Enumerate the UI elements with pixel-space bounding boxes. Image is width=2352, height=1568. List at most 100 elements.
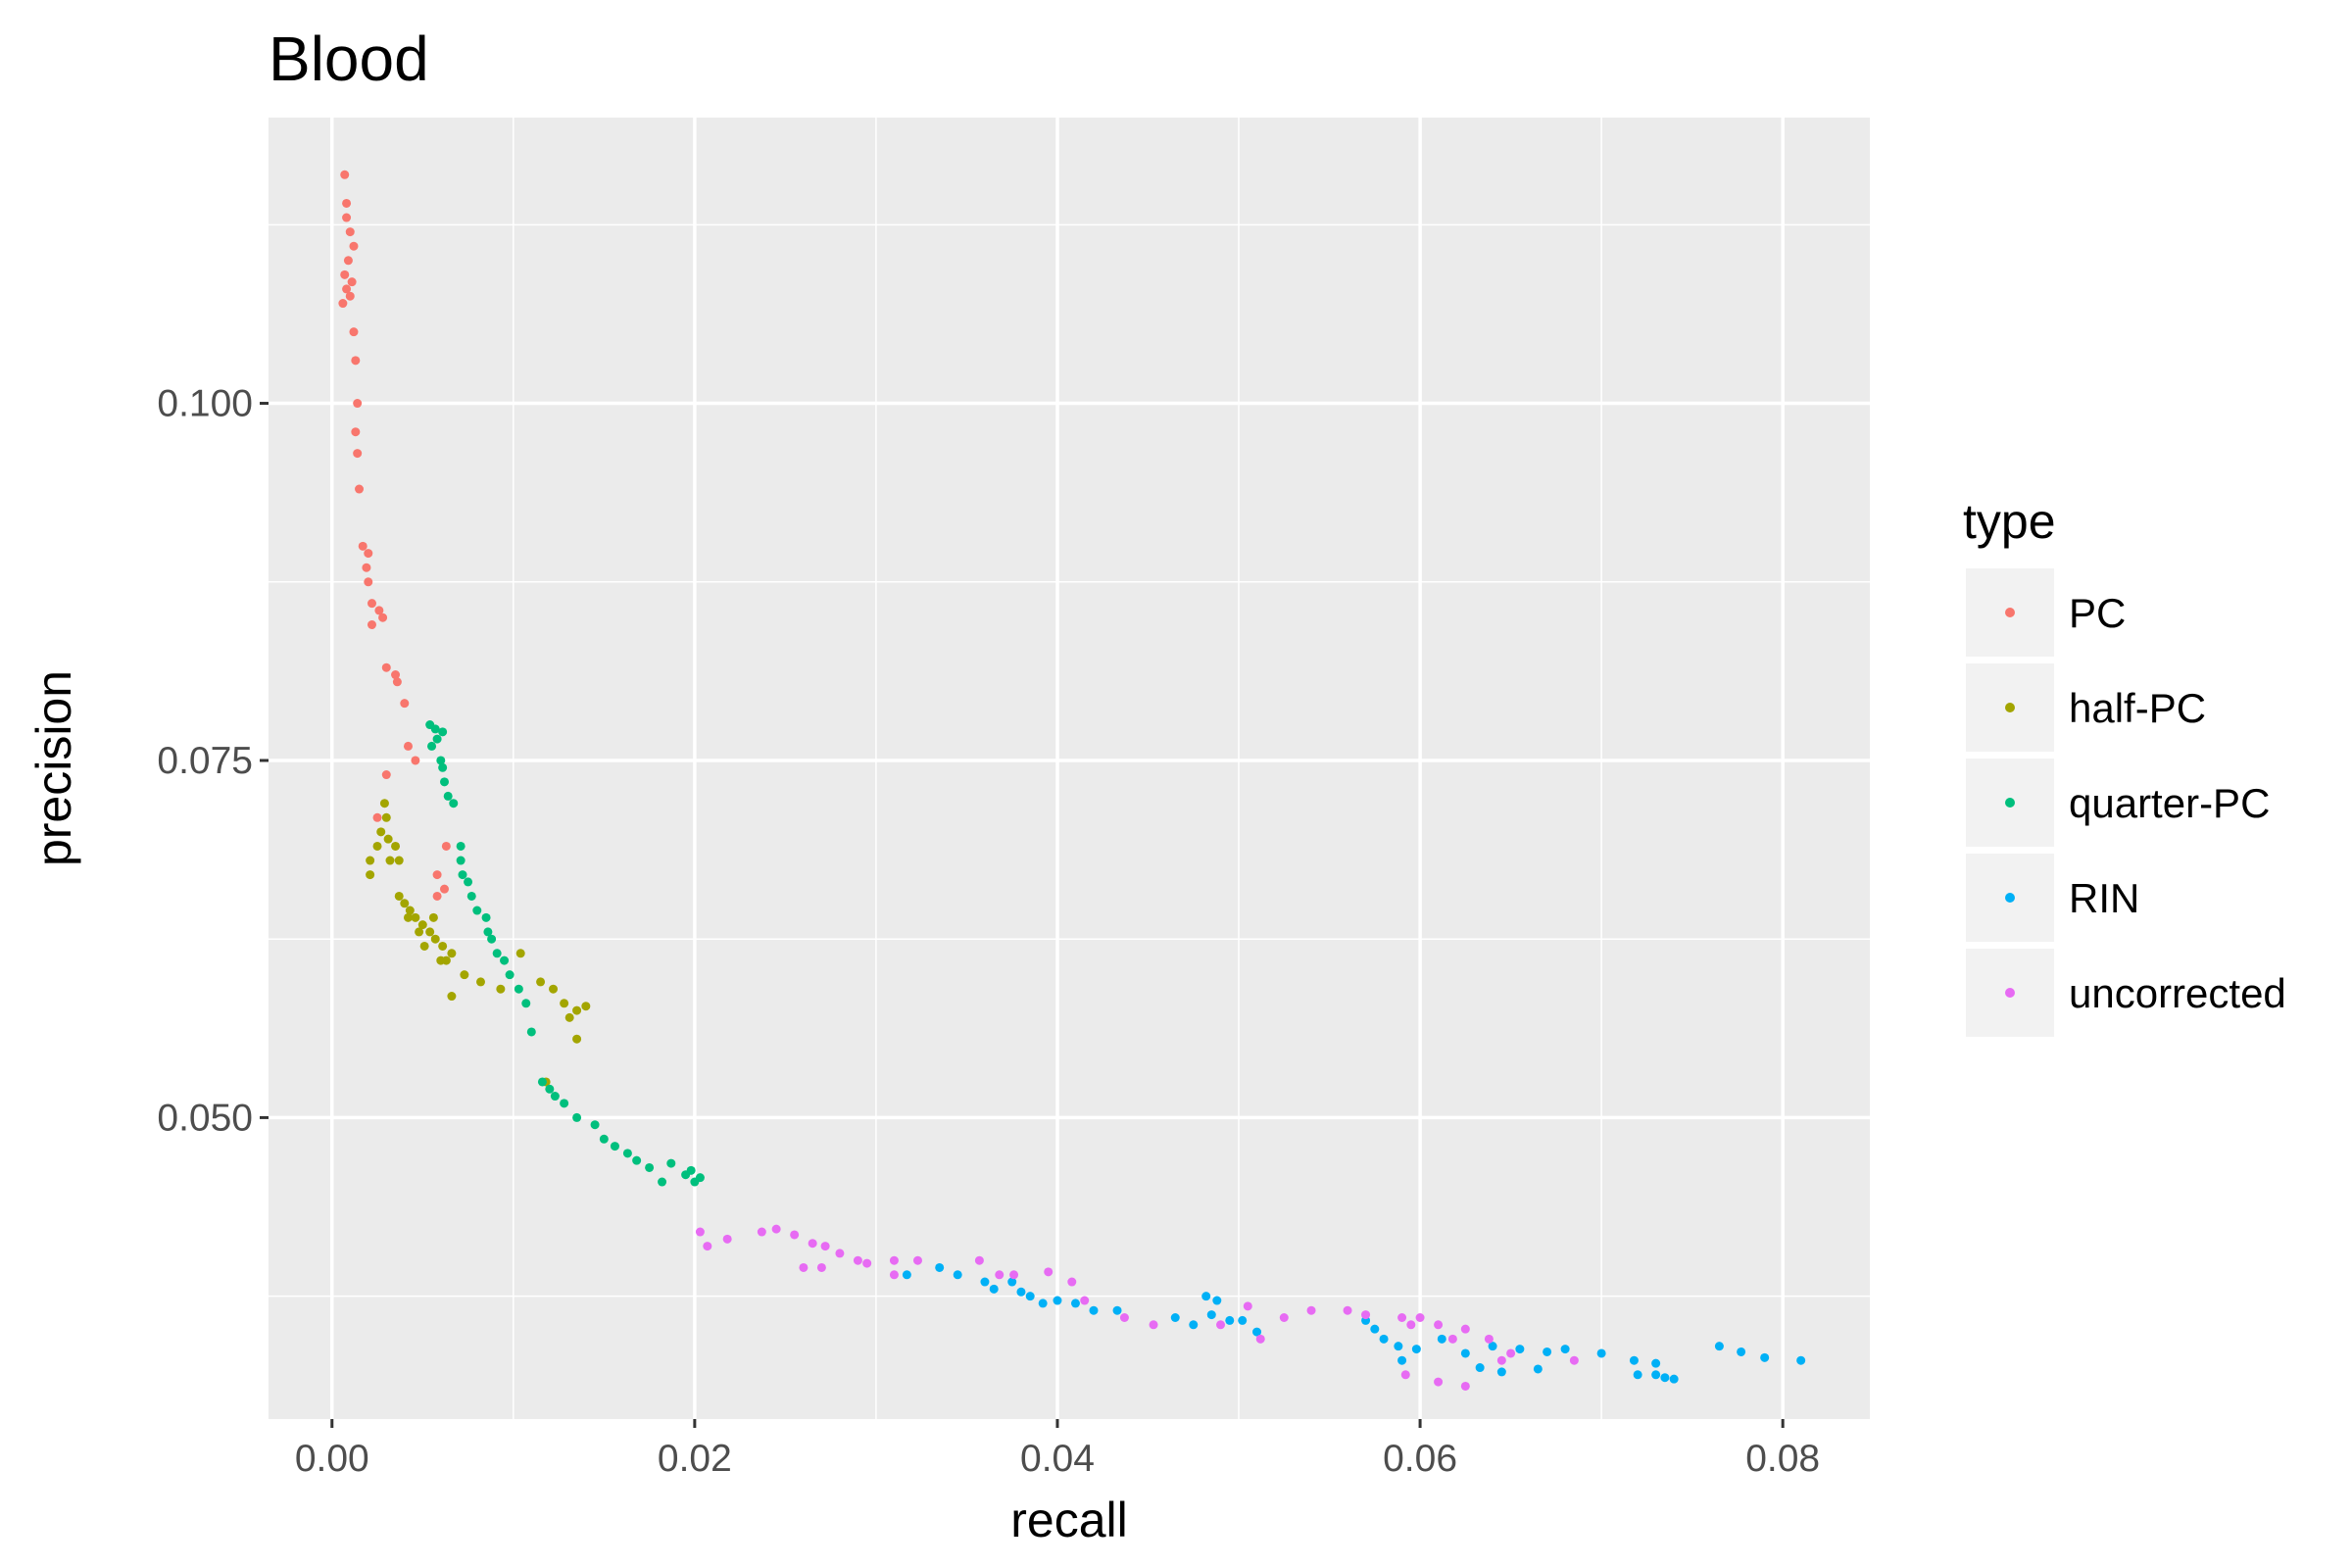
data-point bbox=[695, 1227, 705, 1237]
data-point bbox=[392, 677, 402, 687]
data-point bbox=[385, 856, 395, 865]
data-point bbox=[1243, 1301, 1252, 1311]
data-point bbox=[353, 449, 363, 459]
data-point bbox=[439, 777, 449, 787]
x-tick-label: 0.00 bbox=[295, 1438, 369, 1480]
data-point bbox=[1361, 1310, 1371, 1320]
data-point bbox=[496, 984, 506, 994]
data-point bbox=[430, 724, 440, 734]
data-point bbox=[1149, 1320, 1158, 1330]
data-point bbox=[379, 799, 389, 808]
data-point bbox=[862, 1258, 872, 1268]
data-point bbox=[1397, 1355, 1407, 1365]
data-point bbox=[376, 827, 386, 837]
data-point bbox=[645, 1162, 655, 1172]
data-point bbox=[342, 213, 352, 222]
data-point bbox=[1170, 1313, 1180, 1323]
data-point bbox=[1053, 1296, 1062, 1305]
data-point bbox=[515, 949, 525, 958]
data-point bbox=[757, 1227, 766, 1237]
data-point bbox=[590, 1120, 600, 1130]
data-point bbox=[466, 891, 476, 901]
legend-item: uncorrected bbox=[1966, 949, 2286, 1037]
data-point bbox=[381, 770, 391, 780]
data-point bbox=[432, 734, 442, 744]
data-point bbox=[1406, 1320, 1416, 1330]
data-point bbox=[419, 941, 429, 951]
data-point bbox=[1189, 1320, 1199, 1330]
data-point bbox=[1212, 1296, 1222, 1305]
data-point bbox=[425, 927, 435, 937]
data-point bbox=[1216, 1320, 1226, 1330]
data-point bbox=[483, 927, 493, 937]
data-point bbox=[349, 241, 359, 251]
data-point bbox=[381, 662, 391, 672]
data-point bbox=[436, 756, 446, 765]
data-point bbox=[1201, 1292, 1211, 1301]
points-layer bbox=[338, 170, 1806, 1391]
legend-item: half-PC bbox=[1966, 663, 2206, 752]
y-axis-label: precision bbox=[26, 670, 81, 866]
data-point bbox=[1225, 1315, 1235, 1325]
data-point bbox=[367, 599, 376, 609]
data-point bbox=[439, 884, 449, 894]
data-point bbox=[564, 1012, 574, 1022]
data-point bbox=[1252, 1327, 1262, 1337]
data-point bbox=[427, 741, 437, 751]
data-point bbox=[599, 1134, 609, 1144]
data-point bbox=[889, 1255, 899, 1265]
data-point bbox=[610, 1142, 619, 1152]
data-point bbox=[1080, 1296, 1090, 1305]
data-point bbox=[340, 270, 350, 279]
data-point bbox=[364, 549, 373, 559]
data-point bbox=[1038, 1298, 1048, 1308]
legend-item: PC bbox=[1966, 568, 2126, 657]
data-point bbox=[560, 999, 569, 1008]
series-quarter-PC bbox=[425, 720, 705, 1187]
data-point bbox=[572, 1112, 582, 1122]
data-point bbox=[536, 977, 546, 987]
data-point bbox=[415, 927, 424, 937]
data-point bbox=[1437, 1334, 1446, 1344]
data-point bbox=[403, 912, 413, 922]
data-point bbox=[1112, 1305, 1122, 1315]
data-point bbox=[405, 906, 415, 915]
data-point bbox=[340, 170, 350, 179]
data-point bbox=[1596, 1348, 1606, 1358]
data-point bbox=[1796, 1355, 1806, 1365]
data-point bbox=[799, 1262, 808, 1272]
data-point bbox=[1488, 1342, 1497, 1351]
data-point bbox=[1475, 1363, 1485, 1373]
data-point bbox=[432, 870, 442, 880]
data-point bbox=[581, 1002, 591, 1011]
data-point bbox=[438, 762, 448, 772]
data-point bbox=[545, 1084, 555, 1094]
data-point bbox=[372, 841, 382, 851]
data-point bbox=[1044, 1267, 1054, 1277]
data-point bbox=[1496, 1355, 1506, 1365]
data-point bbox=[1206, 1310, 1216, 1320]
data-point bbox=[441, 956, 451, 965]
data-point bbox=[1070, 1298, 1080, 1308]
legend-swatch bbox=[2005, 608, 2015, 617]
data-point bbox=[1669, 1374, 1679, 1384]
data-point bbox=[572, 1034, 582, 1044]
data-point bbox=[1447, 1334, 1457, 1344]
data-point bbox=[1629, 1355, 1639, 1365]
data-point bbox=[366, 856, 375, 865]
data-point bbox=[441, 841, 451, 851]
data-point bbox=[703, 1242, 712, 1251]
y-axis: 0.050 0.075 0.100 bbox=[157, 383, 269, 1139]
data-point bbox=[383, 834, 393, 844]
data-point bbox=[1515, 1345, 1525, 1354]
data-point bbox=[364, 577, 373, 587]
data-point bbox=[695, 1173, 705, 1183]
data-point bbox=[458, 870, 467, 880]
data-point bbox=[1411, 1345, 1421, 1354]
data-point bbox=[912, 1255, 922, 1265]
legend-swatch bbox=[2005, 988, 2015, 998]
legend: type PC half-PC quarter-PC RIN uncorrected bbox=[1963, 494, 2286, 1037]
x-axis-label: recall bbox=[1010, 1493, 1127, 1547]
data-point bbox=[1506, 1348, 1516, 1358]
data-point bbox=[1460, 1324, 1470, 1334]
